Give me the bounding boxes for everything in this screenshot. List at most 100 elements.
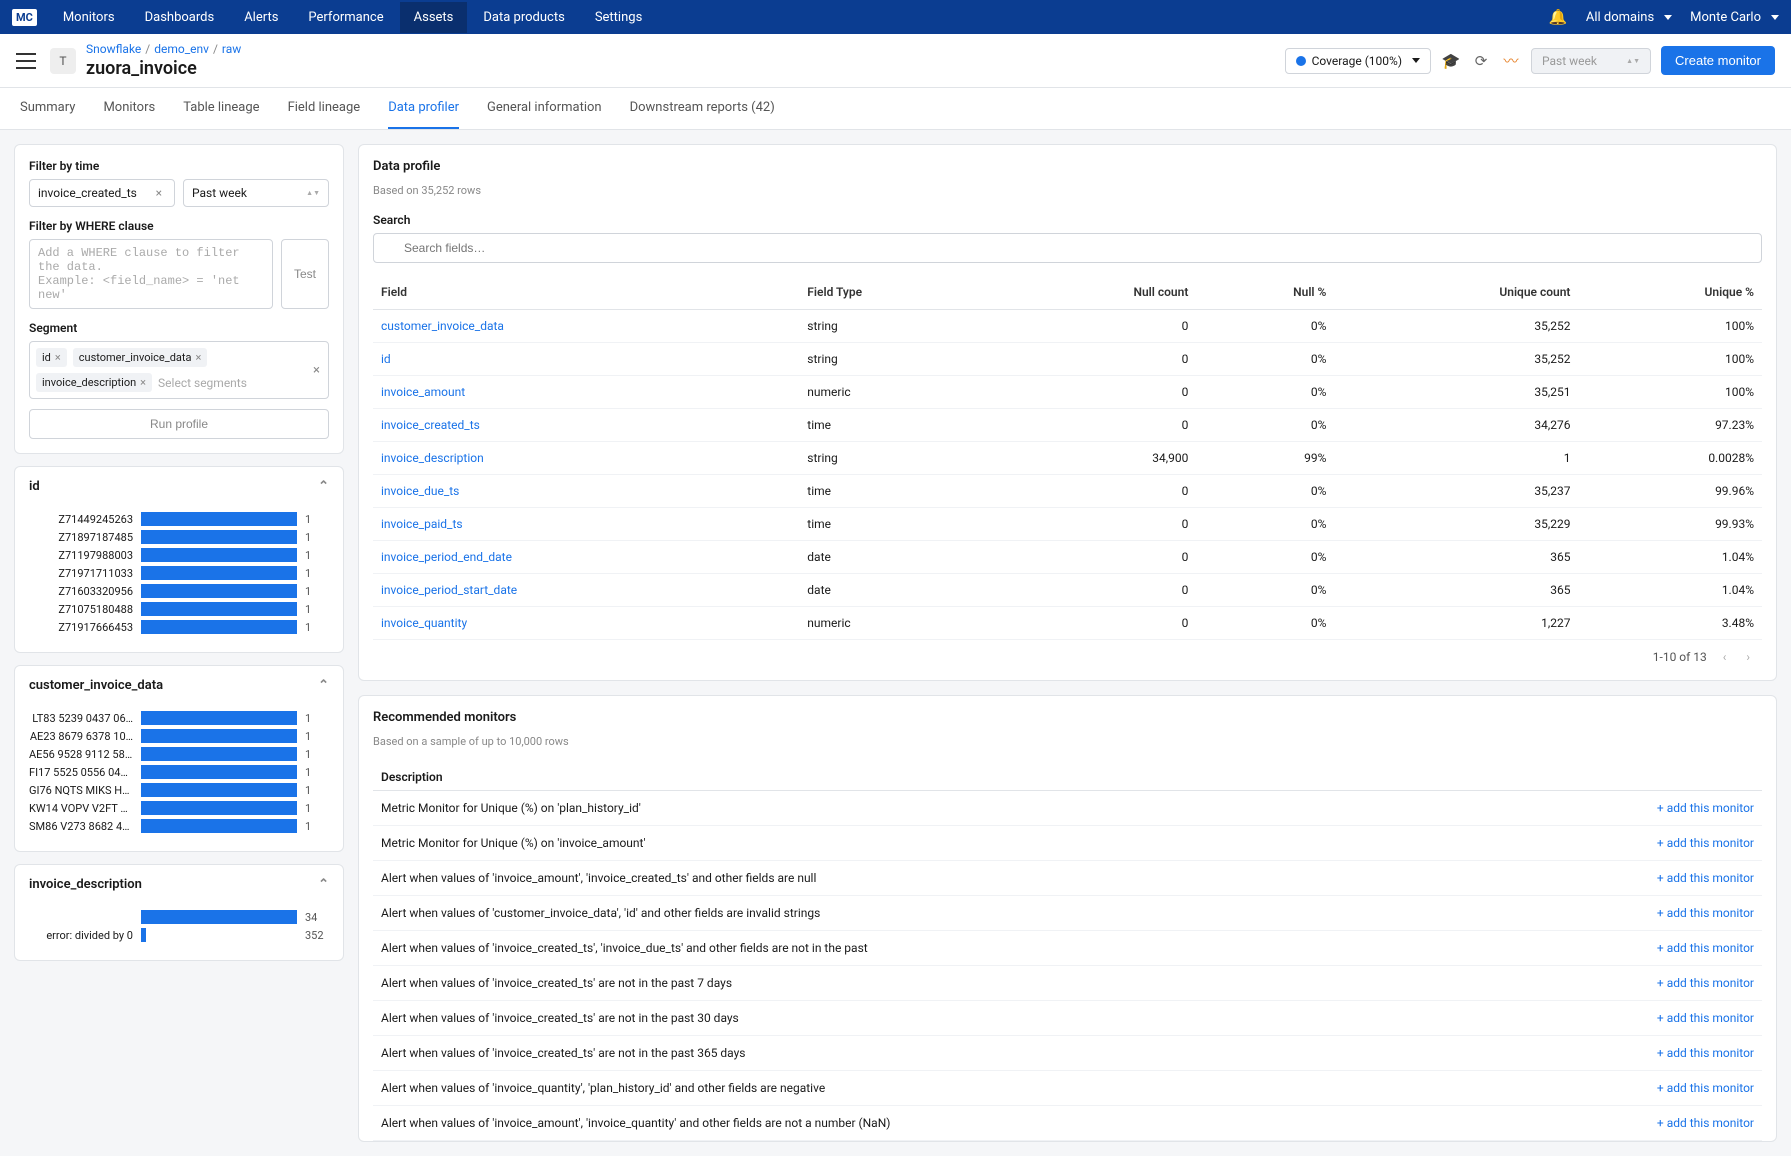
nav-item-alerts[interactable]: Alerts [230, 2, 292, 33]
add-monitor-link[interactable]: + add this monitor [1657, 836, 1754, 850]
segment-chip[interactable]: customer_invoice_data × [73, 348, 208, 367]
test-button[interactable]: Test [281, 239, 329, 309]
col-header[interactable]: Unique % [1578, 275, 1762, 310]
tab-summary[interactable]: Summary [20, 88, 75, 129]
search-input[interactable] [373, 233, 1762, 263]
refresh-icon[interactable]: ⟳ [1471, 51, 1491, 71]
null-pct: 0% [1196, 475, 1334, 508]
pulse-icon[interactable]: 〰 [1501, 51, 1521, 71]
nav-item-settings[interactable]: Settings [581, 2, 656, 33]
null-count: 0 [998, 310, 1197, 343]
table-row: invoice_paid_tstime00%35,22999.93% [373, 508, 1762, 541]
user-menu[interactable]: Monte Carlo [1690, 10, 1779, 25]
remove-chip-icon[interactable]: × [195, 351, 201, 364]
collapse-icon[interactable]: ⌃ [318, 479, 329, 494]
add-monitor-link[interactable]: + add this monitor [1657, 1081, 1754, 1095]
recommended-desc: Alert when values of 'invoice_created_ts… [381, 976, 732, 990]
recommended-desc-label: Description [373, 762, 1762, 791]
bar-row: error: divided by 0352 [29, 928, 329, 942]
filter-time-range-value: Past week [192, 186, 247, 200]
clear-time-field-icon[interactable]: × [152, 186, 166, 200]
pager-prev[interactable]: ‹ [1719, 650, 1731, 664]
nav-item-monitors[interactable]: Monitors [49, 2, 129, 33]
add-monitor-link[interactable]: + add this monitor [1657, 801, 1754, 815]
filter-time-field[interactable]: invoice_created_ts× [29, 179, 175, 207]
search-label: Search [373, 213, 1762, 227]
col-header[interactable]: Field [373, 275, 799, 310]
collapse-icon[interactable]: ⌃ [318, 877, 329, 892]
add-monitor-link[interactable]: + add this monitor [1657, 906, 1754, 920]
field-link[interactable]: invoice_due_ts [373, 475, 799, 508]
tab-monitors[interactable]: Monitors [103, 88, 155, 129]
recommended-desc: Alert when values of 'invoice_amount', '… [381, 1116, 890, 1130]
col-header[interactable]: Null % [1196, 275, 1334, 310]
coverage-dropdown[interactable]: Coverage (100%) [1285, 48, 1431, 74]
field-link[interactable]: invoice_quantity [373, 607, 799, 640]
domains-dropdown[interactable]: All domains [1586, 10, 1672, 25]
add-monitor-link[interactable]: + add this monitor [1657, 976, 1754, 990]
field-link[interactable]: invoice_amount [373, 376, 799, 409]
unique-pct: 97.23% [1578, 409, 1762, 442]
tab-field-lineage[interactable]: Field lineage [288, 88, 361, 129]
create-monitor-button[interactable]: Create monitor [1661, 46, 1775, 75]
nav-item-dashboards[interactable]: Dashboards [131, 2, 229, 33]
tab-general-information[interactable]: General information [487, 88, 602, 129]
logo[interactable]: MC [12, 9, 37, 26]
run-profile-button[interactable]: Run profile [29, 409, 329, 439]
breadcrumb-link[interactable]: Snowflake [86, 42, 141, 56]
field-type: date [799, 574, 997, 607]
field-link[interactable]: invoice_description [373, 442, 799, 475]
segment-chip[interactable]: invoice_description × [36, 373, 152, 392]
add-monitor-link[interactable]: + add this monitor [1657, 871, 1754, 885]
nav-item-assets[interactable]: Assets [400, 2, 468, 33]
tab-downstream-reports-42-[interactable]: Downstream reports (42) [630, 88, 775, 129]
filter-time-range[interactable]: Past week▲▼ [183, 179, 329, 207]
segment-select[interactable]: id × customer_invoice_data × invoice_descr… [29, 341, 329, 399]
field-link[interactable]: invoice_period_start_date [373, 574, 799, 607]
collapse-icon[interactable]: ⌃ [318, 678, 329, 693]
tab-data-profiler[interactable]: Data profiler [388, 88, 459, 129]
remove-chip-icon[interactable]: × [140, 376, 146, 389]
col-header[interactable]: Unique count [1334, 275, 1578, 310]
field-link[interactable]: invoice_paid_ts [373, 508, 799, 541]
bar-row: Z719717110331 [29, 566, 329, 580]
notifications-icon[interactable]: 🔔 [1548, 7, 1568, 27]
nav-item-performance[interactable]: Performance [294, 2, 397, 33]
segment-chip[interactable]: id × [36, 348, 67, 367]
pager-next[interactable]: › [1742, 650, 1754, 664]
graduation-icon[interactable]: 🎓 [1441, 51, 1461, 71]
null-pct: 0% [1196, 607, 1334, 640]
col-header[interactable]: Field Type [799, 275, 997, 310]
remove-chip-icon[interactable]: × [55, 351, 61, 364]
clear-segments-icon[interactable]: × [313, 363, 320, 378]
where-clause-input[interactable]: Add a WHERE clause to filter the data.Ex… [29, 239, 273, 309]
bar-row: AE56 9528 9112 584…1 [29, 747, 329, 761]
field-type: date [799, 541, 997, 574]
breadcrumb-link[interactable]: demo_env [154, 42, 209, 56]
field-link[interactable]: invoice_period_end_date [373, 541, 799, 574]
unique-count: 365 [1334, 541, 1578, 574]
nav-item-data-products[interactable]: Data products [469, 2, 578, 33]
chart-title: invoice_description [29, 877, 142, 892]
bar-value: 1 [305, 567, 329, 580]
add-monitor-link[interactable]: + add this monitor [1657, 1011, 1754, 1025]
field-link[interactable]: id [373, 343, 799, 376]
add-monitor-link[interactable]: + add this monitor [1657, 1046, 1754, 1060]
bar-row: Z714492452631 [29, 512, 329, 526]
breadcrumb-link[interactable]: raw [222, 42, 241, 56]
col-header[interactable]: Null count [998, 275, 1197, 310]
table-row: invoice_descriptionstring34,90099%10.002… [373, 442, 1762, 475]
field-link[interactable]: invoice_created_ts [373, 409, 799, 442]
tab-table-lineage[interactable]: Table lineage [183, 88, 259, 129]
null-pct: 0% [1196, 310, 1334, 343]
add-monitor-link[interactable]: + add this monitor [1657, 1116, 1754, 1130]
menu-icon[interactable] [16, 53, 36, 69]
bar-label: Z71603320956 [29, 585, 133, 598]
null-count: 0 [998, 541, 1197, 574]
time-range-dropdown[interactable]: Past week▲▼ [1531, 48, 1651, 74]
recommended-desc: Alert when values of 'customer_invoice_d… [381, 906, 820, 920]
bar-value: 352 [305, 929, 329, 942]
add-monitor-link[interactable]: + add this monitor [1657, 941, 1754, 955]
field-link[interactable]: customer_invoice_data [373, 310, 799, 343]
recommended-panel: Recommended monitors Based on a sample o… [358, 695, 1777, 1142]
